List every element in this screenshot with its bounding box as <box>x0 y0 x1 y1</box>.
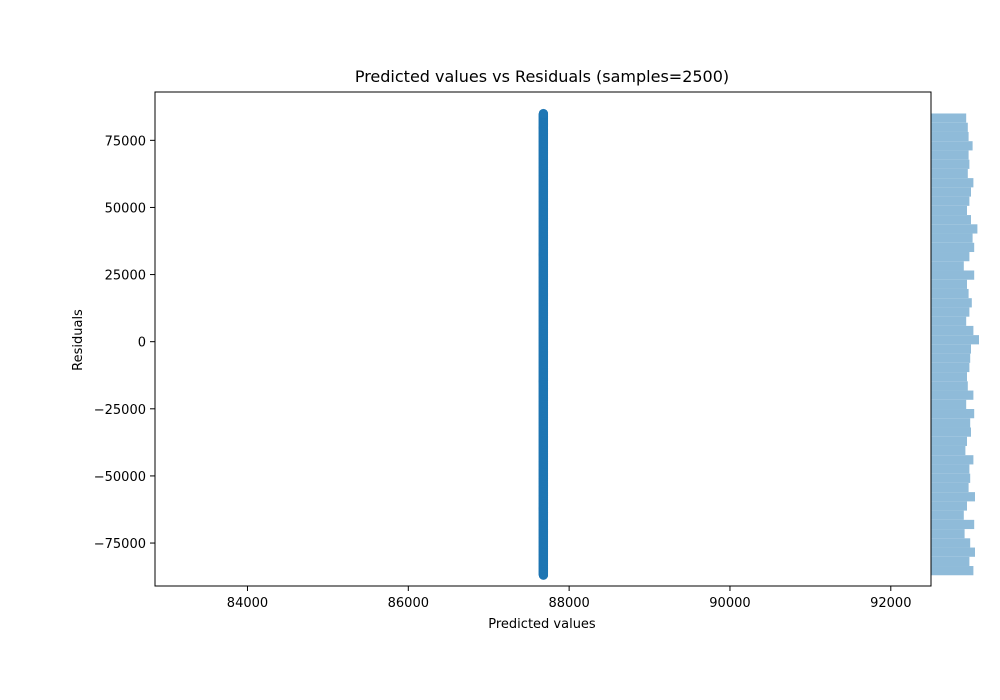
histogram-bar <box>931 122 968 132</box>
x-tick-label: 86000 <box>388 596 429 611</box>
histogram-bar <box>931 390 974 400</box>
scatter-points <box>538 108 549 580</box>
histogram-bar <box>931 307 970 317</box>
y-tick-label: 75000 <box>105 134 146 149</box>
histogram-bar <box>931 362 970 373</box>
histogram-bar <box>931 279 967 289</box>
y-tick-label: 25000 <box>105 269 146 284</box>
histogram-bar <box>931 501 967 511</box>
histogram-bar <box>931 325 974 336</box>
histogram-bar <box>931 252 970 262</box>
histogram-bar <box>931 344 971 354</box>
y-axis-label: Residuals <box>71 309 86 371</box>
histogram-bar <box>931 547 975 557</box>
histogram-bar <box>931 519 975 530</box>
y-tick-label: −50000 <box>94 470 146 485</box>
histogram-bar <box>931 372 967 382</box>
y-axis-ticks: 75000 50000 25000 0 −25000 −50000 −75000 <box>94 134 155 552</box>
y-tick-label: 0 <box>138 336 146 351</box>
residual-histogram <box>931 113 979 576</box>
histogram-bar <box>931 399 967 410</box>
histogram-bar <box>931 178 974 188</box>
histogram-bar <box>931 353 971 363</box>
histogram-bar <box>931 187 971 197</box>
histogram-bar <box>931 381 968 391</box>
histogram-bar <box>931 418 971 428</box>
x-tick-label: 90000 <box>709 596 750 611</box>
histogram-bar <box>931 316 967 326</box>
histogram-bar <box>931 335 979 345</box>
x-axis-label: Predicted values <box>488 617 596 632</box>
histogram-bar <box>931 205 967 216</box>
histogram-bar <box>931 445 966 456</box>
histogram-bar <box>931 233 973 243</box>
y-tick-label: 50000 <box>105 201 146 216</box>
chart-title: Predicted values vs Residuals (samples=2… <box>355 67 729 86</box>
histogram-bar <box>931 270 975 280</box>
histogram-bar <box>931 196 970 206</box>
histogram-bar <box>931 436 967 446</box>
histogram-bar <box>931 224 978 234</box>
x-tick-label: 88000 <box>548 596 589 611</box>
histogram-bar <box>931 464 970 474</box>
x-axis-ticks: 84000 86000 88000 90000 92000 <box>227 586 911 611</box>
histogram-bar <box>931 168 968 179</box>
histogram-bar <box>931 482 969 493</box>
y-tick-label: −75000 <box>94 537 146 552</box>
histogram-bar <box>931 242 975 253</box>
histogram-bar <box>931 473 971 483</box>
histogram-bar <box>931 141 973 151</box>
histogram-bar <box>931 566 974 576</box>
x-tick-label: 92000 <box>870 596 911 611</box>
histogram-bar <box>931 159 970 169</box>
histogram-bar <box>931 556 970 567</box>
histogram-bar <box>931 427 971 437</box>
x-tick-label: 84000 <box>227 596 268 611</box>
histogram-bar <box>931 529 965 539</box>
histogram-bar <box>931 131 969 142</box>
histogram-bar <box>931 215 971 225</box>
plot-frame <box>154 91 932 587</box>
scatter-point <box>538 108 549 119</box>
histogram-bar <box>931 261 964 271</box>
histogram-bar <box>931 538 971 548</box>
histogram-bar <box>931 455 974 465</box>
histogram-bar <box>931 510 964 520</box>
histogram-bar <box>931 409 975 419</box>
histogram-bar <box>931 150 969 160</box>
histogram-bar <box>931 298 972 308</box>
histogram-bar <box>931 492 975 502</box>
histogram-bar <box>931 288 969 299</box>
histogram-bar <box>931 113 967 123</box>
y-tick-label: −25000 <box>94 403 146 418</box>
